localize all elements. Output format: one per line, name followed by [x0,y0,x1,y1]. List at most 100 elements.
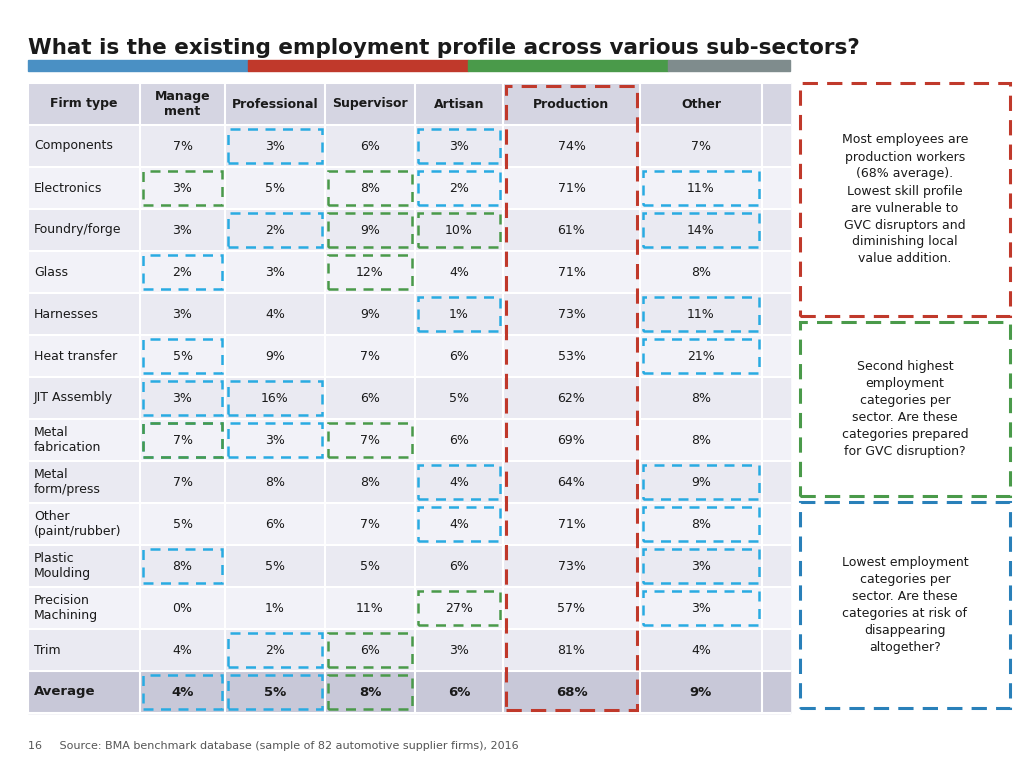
Bar [643,297,759,331]
Text: 74%: 74% [557,140,586,153]
Text: 68%: 68% [556,686,588,699]
Text: Most employees are
production workers
(68% average).
Lowest skill profile
are vu: Most employees are production workers (6… [842,134,968,266]
Text: 1%: 1% [450,307,469,320]
Text: 71%: 71% [557,181,586,194]
Text: 3%: 3% [691,601,711,614]
Bar [28,419,790,461]
Text: 11%: 11% [687,307,715,320]
Text: 69%: 69% [558,433,586,446]
Text: Production: Production [534,98,609,111]
Text: Harnesses: Harnesses [34,307,99,320]
Text: Second highest
employment
categories per
sector. Are these
categories prepared
f: Second highest employment categories per… [842,360,969,458]
Text: Components: Components [34,140,113,153]
Text: 4%: 4% [450,518,469,531]
Bar [418,591,500,625]
Bar [143,423,222,457]
Text: 3%: 3% [265,433,285,446]
Text: 21%: 21% [687,349,715,362]
Bar [28,125,790,167]
Bar [143,549,222,583]
Bar [143,423,222,457]
Text: 6%: 6% [447,686,470,699]
Text: 53%: 53% [557,349,586,362]
Bar [668,60,790,71]
Text: 4%: 4% [171,686,194,699]
Bar [28,60,248,71]
Text: Glass: Glass [34,266,68,279]
Bar [328,423,412,457]
Bar [248,60,468,71]
Bar [800,322,1010,496]
Text: 6%: 6% [450,349,469,362]
Text: Precision
Machining: Precision Machining [34,594,98,622]
Text: 73%: 73% [557,307,586,320]
Bar [143,381,222,415]
Text: 4%: 4% [450,266,469,279]
Text: 7%: 7% [691,140,711,153]
Bar [28,167,790,209]
Bar [643,591,759,625]
Text: Average: Average [34,686,95,699]
Text: 8%: 8% [691,266,711,279]
Bar [28,377,790,419]
Bar [28,545,790,587]
Text: 27%: 27% [445,601,473,614]
Text: 11%: 11% [687,181,715,194]
Text: 9%: 9% [360,307,380,320]
Text: 9%: 9% [691,475,711,488]
Bar [418,171,500,205]
Bar [800,502,1010,708]
Bar [228,381,322,415]
Bar [28,209,790,251]
Text: Lowest employment
categories per
sector. Are these
categories at risk of
disappe: Lowest employment categories per sector.… [842,556,969,654]
Text: 3%: 3% [173,307,193,320]
Bar [643,171,759,205]
Text: 8%: 8% [360,181,380,194]
Text: 7%: 7% [360,518,380,531]
Text: 9%: 9% [360,223,380,237]
Bar [418,507,500,541]
Bar [228,633,322,667]
Text: Plastic
Moulding: Plastic Moulding [34,552,91,580]
Text: 11%: 11% [356,601,384,614]
Bar [328,255,412,289]
Text: 5%: 5% [172,349,193,362]
Bar [328,633,412,667]
Text: 2%: 2% [265,223,285,237]
Bar [28,335,790,377]
Text: 8%: 8% [360,475,380,488]
Text: 5%: 5% [172,518,193,531]
Text: 5%: 5% [360,560,380,572]
Bar [418,129,500,163]
Bar [328,213,412,247]
Text: 73%: 73% [557,560,586,572]
Bar [468,60,668,71]
Text: 8%: 8% [358,686,381,699]
Bar [143,255,222,289]
Text: 14%: 14% [687,223,715,237]
Bar [328,171,412,205]
Bar [506,86,637,710]
Text: 8%: 8% [172,560,193,572]
Text: 7%: 7% [172,140,193,153]
Text: 81%: 81% [557,644,586,657]
Bar [143,171,222,205]
Text: 62%: 62% [558,392,586,405]
Text: 8%: 8% [691,433,711,446]
Text: Supervisor: Supervisor [332,98,408,111]
Bar [28,83,790,125]
Text: 8%: 8% [691,518,711,531]
Text: 6%: 6% [265,518,285,531]
Text: 6%: 6% [360,644,380,657]
Text: 5%: 5% [265,181,285,194]
Text: 6%: 6% [360,392,380,405]
Text: 3%: 3% [450,140,469,153]
Bar [328,675,412,709]
Bar [28,629,790,671]
Text: 71%: 71% [557,518,586,531]
Text: Other
(paint/rubber): Other (paint/rubber) [34,510,122,538]
Text: 16     Source: BMA benchmark database (sample of 82 automotive supplier firms), : 16 Source: BMA benchmark database (sampl… [28,741,518,751]
Text: 7%: 7% [360,349,380,362]
Bar [28,587,790,629]
Text: 7%: 7% [172,433,193,446]
